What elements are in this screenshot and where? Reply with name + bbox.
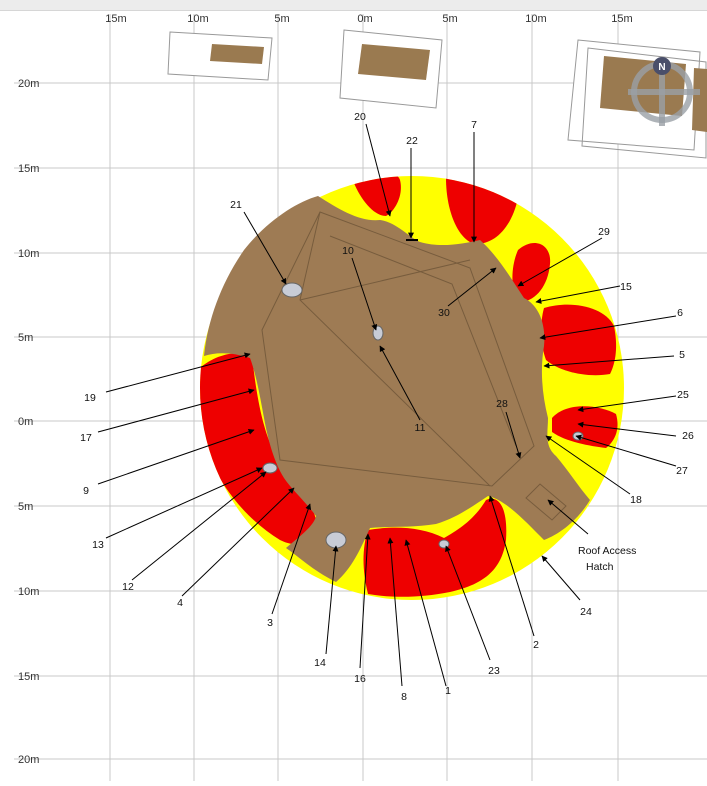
marker-label: 16	[354, 673, 366, 685]
y-tick: 5m	[18, 501, 33, 513]
marker-label: 8	[401, 691, 407, 703]
marker-label: 7	[471, 119, 477, 131]
marker-label: 21	[230, 199, 242, 211]
marker-label: 29	[598, 226, 610, 238]
y-tick: 10m	[18, 248, 39, 260]
y-tick: 10m	[18, 586, 39, 598]
marker-label: 13	[92, 539, 104, 551]
x-tick: 10m	[525, 13, 546, 25]
danger-zones	[200, 176, 618, 597]
compass: N	[628, 57, 700, 126]
building-center	[339, 29, 443, 109]
y-tick: 0m	[18, 416, 33, 428]
vent-fixture	[262, 462, 278, 474]
y-tick: 15m	[18, 163, 39, 175]
x-tick: 0m	[357, 13, 372, 25]
marker-label: 1	[445, 685, 451, 697]
marker-label: 24	[580, 606, 592, 618]
danger-zone-south	[363, 498, 507, 597]
marker-label: 3	[267, 617, 273, 629]
marker-label: 30	[438, 307, 450, 319]
danger-zone-east-lower	[552, 406, 618, 448]
marker-label: 9	[83, 485, 89, 497]
marker-label: 18	[630, 494, 642, 506]
marker-label: 27	[676, 465, 688, 477]
x-tick: 5m	[442, 13, 457, 25]
marker-label: 26	[682, 430, 694, 442]
marker-labels: 20 22 7 21 10 29 30 15 6 5 19 17 11 28 2…	[80, 111, 694, 703]
building-left	[167, 31, 273, 81]
y-tick: 15m	[18, 671, 39, 683]
marker-label: 28	[496, 398, 508, 410]
vent-fixture	[325, 531, 347, 549]
roof-access-line1: Roof Access	[578, 545, 636, 557]
compass-north-label: N	[658, 62, 665, 73]
vent-fixture	[372, 325, 384, 341]
marker-label: 20	[354, 111, 366, 123]
x-tick: 5m	[274, 13, 289, 25]
y-tick: 20m	[18, 78, 39, 90]
marker-leaders	[97, 123, 677, 687]
neighbor-buildings	[167, 29, 707, 159]
marker-label: 4	[177, 597, 183, 609]
marker-label: 17	[80, 432, 92, 444]
marker-label: 6	[677, 307, 683, 319]
marker-label: 22	[406, 135, 418, 147]
marker-label: 5	[679, 349, 685, 361]
y-tick: 20m	[18, 754, 39, 766]
danger-zone-east	[541, 304, 617, 376]
roof-fixtures	[262, 239, 584, 549]
marker-label: 25	[677, 389, 689, 401]
x-tick: 15m	[611, 13, 632, 25]
marker-label: 14	[314, 657, 326, 669]
y-tick: 5m	[18, 332, 33, 344]
vent-fixture	[572, 431, 584, 441]
marker-label: 12	[122, 581, 134, 593]
marker-label: 11	[415, 422, 426, 434]
vent-fixture	[281, 282, 303, 298]
x-tick: 10m	[187, 13, 208, 25]
window-top-strip	[0, 0, 707, 11]
marker-label: 15	[620, 281, 632, 293]
roof-outlines	[261, 211, 567, 521]
marker-label: 2	[533, 639, 539, 651]
x-axis-labels: 15m 10m 5m 0m 5m 10m 15m	[105, 13, 632, 25]
roof-access-line2: Hatch	[586, 561, 614, 573]
marker-label: 23	[488, 665, 500, 677]
danger-zone-north-right	[512, 242, 551, 302]
danger-zone-west	[200, 353, 316, 545]
marker-label: 10	[342, 245, 354, 257]
marker-label: 19	[84, 392, 96, 404]
roof-access-hatch-label: Roof Access Hatch	[578, 545, 636, 573]
danger-zone-north-left	[352, 176, 401, 216]
vent-fixture	[438, 539, 450, 549]
y-axis-labels: 20m 15m 10m 5m 0m 5m 10m 15m 20m	[18, 78, 39, 766]
x-tick: 15m	[105, 13, 126, 25]
